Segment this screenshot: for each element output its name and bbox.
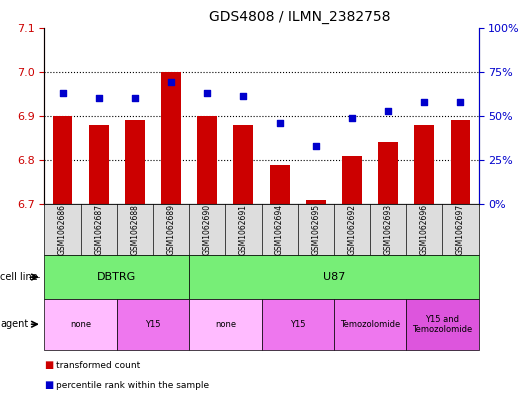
Text: GSM1062697: GSM1062697 [456,204,465,255]
Text: transformed count: transformed count [56,361,140,370]
Bar [125,120,145,204]
Text: cell line: cell line [0,272,38,282]
Bar [89,125,109,204]
Point [456,99,464,105]
Point [239,93,247,99]
Point [312,143,320,149]
Text: GSM1062690: GSM1062690 [203,204,212,255]
Text: GSM1062691: GSM1062691 [239,204,248,255]
Text: ■: ■ [44,360,54,371]
Text: Y15: Y15 [290,320,305,329]
Bar [306,200,326,204]
Bar [53,116,73,204]
Text: U87: U87 [323,272,345,282]
Text: Y15 and
Temozolomide: Y15 and Temozolomide [412,314,472,334]
Point [420,99,428,105]
Text: DBTRG: DBTRG [97,272,137,282]
Bar [161,72,181,204]
Bar [342,156,362,204]
Bar [450,120,470,204]
Text: GSM1062689: GSM1062689 [166,204,176,255]
Text: percentile rank within the sample: percentile rank within the sample [56,381,209,389]
Point [348,115,356,121]
Text: ■: ■ [44,380,54,390]
Text: GDS4808 / ILMN_2382758: GDS4808 / ILMN_2382758 [209,9,391,24]
Text: Y15: Y15 [145,320,161,329]
Text: none: none [70,320,91,329]
Bar [270,165,290,204]
Text: none: none [215,320,236,329]
Text: GSM1062686: GSM1062686 [58,204,67,255]
Text: Temozolomide: Temozolomide [340,320,400,329]
Point [131,95,139,101]
Point [203,90,211,96]
Bar [414,125,434,204]
Text: agent: agent [0,319,28,329]
Text: GSM1062687: GSM1062687 [94,204,103,255]
Bar [197,116,217,204]
Point [95,95,103,101]
Text: GSM1062694: GSM1062694 [275,204,284,255]
Point [276,120,284,126]
Text: GSM1062693: GSM1062693 [383,204,393,255]
Point [167,79,175,86]
Text: GSM1062696: GSM1062696 [420,204,429,255]
Point [59,90,67,96]
Bar [233,125,253,204]
Text: GSM1062695: GSM1062695 [311,204,320,255]
Bar [378,143,398,204]
Text: GSM1062692: GSM1062692 [347,204,357,255]
Point [384,107,392,114]
Text: GSM1062688: GSM1062688 [130,204,140,255]
